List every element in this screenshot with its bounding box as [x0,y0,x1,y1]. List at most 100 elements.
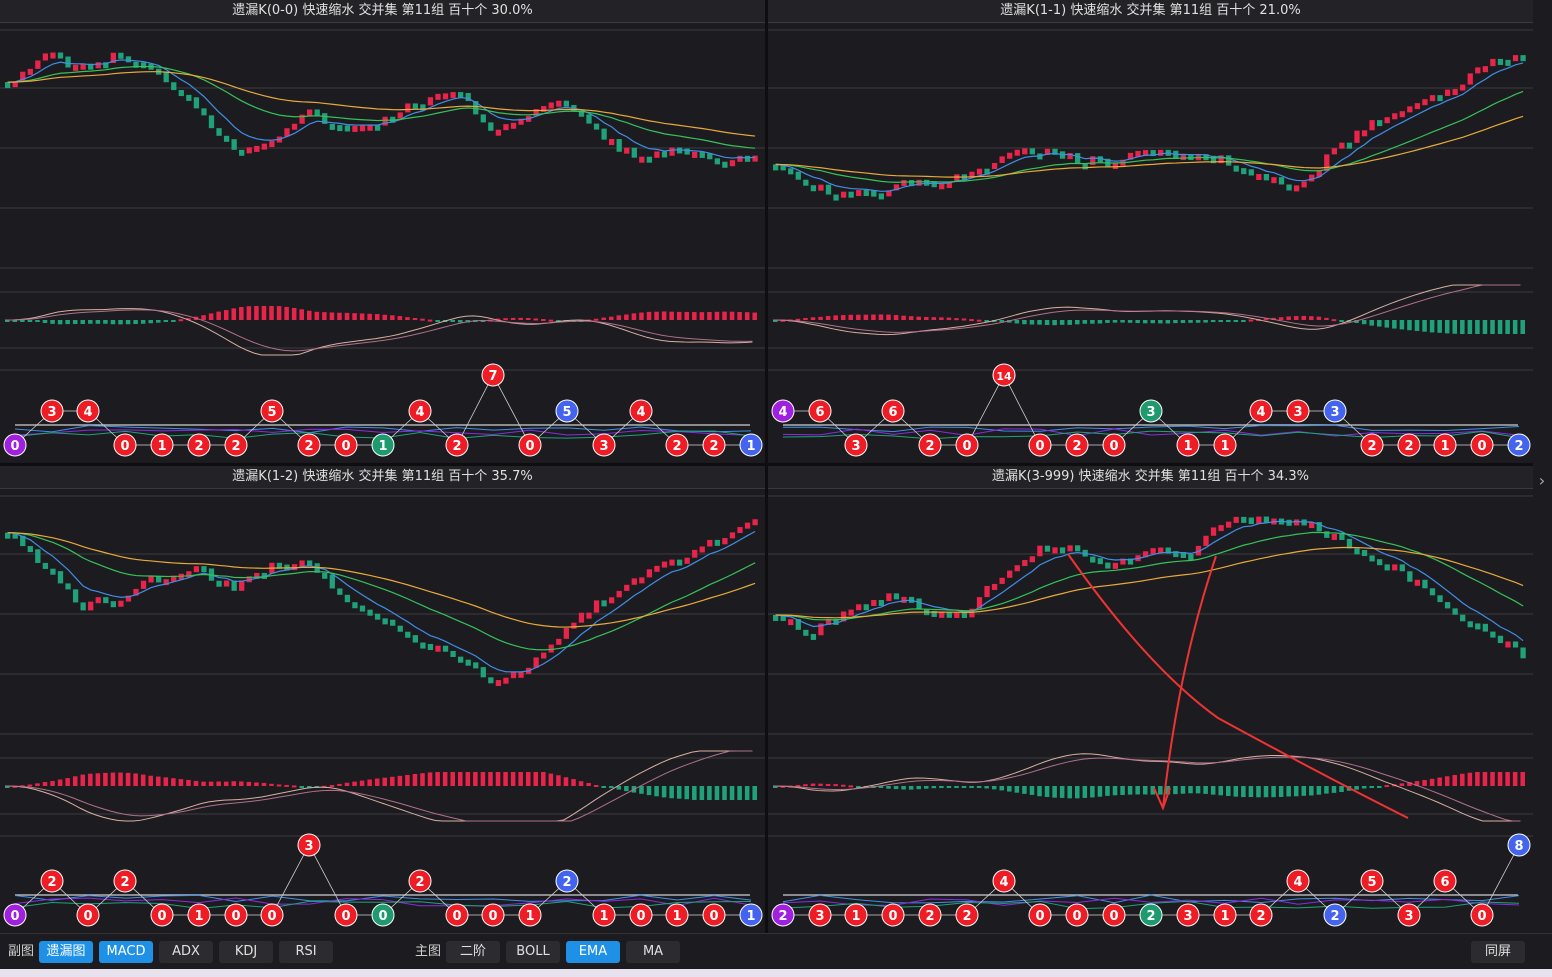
svg-text:5: 5 [1367,875,1376,890]
svg-text:3: 3 [304,839,313,854]
omission-badge: 3 [1286,399,1310,423]
omission-badge: 1 [1433,433,1457,457]
omission-badge: 4 [992,869,1016,893]
omission-badge: 3 [844,433,868,457]
omission-badge: 1 [187,903,211,927]
omission-badge: 1 [665,903,689,927]
omission-badge: 2 [1397,433,1421,457]
main-btn-second-order[interactable]: 二阶 [446,941,500,963]
svg-text:4: 4 [636,405,645,420]
omission-badge: 2 [1360,433,1384,457]
red-annotation-strokes [1067,553,1409,819]
omission-badge: 0 [1470,433,1494,457]
omission-badge: 2 [702,433,726,457]
svg-text:2: 2 [47,875,56,890]
sub-btn-omission[interactable]: 遗漏图 [39,941,93,963]
panel-chart: 0 3 4 0 1 2 2 5 2 0 1 4 2 7 0 5 3 4 2 2 1 [0,29,765,457]
svg-text:0: 0 [709,909,718,924]
svg-text:2: 2 [194,439,203,454]
svg-text:7: 7 [488,369,497,384]
svg-text:0: 0 [1072,909,1081,924]
omission-badge: 2 [665,433,689,457]
svg-text:6: 6 [815,405,824,420]
main-btn-ema[interactable]: EMA [566,941,620,963]
svg-text:4: 4 [1256,405,1265,420]
svg-text:2: 2 [304,439,313,454]
omission-badge: 3 [1139,399,1163,423]
omission-badge: 1 [1213,903,1237,927]
svg-text:0: 0 [962,439,971,454]
fullscreen-button[interactable]: 同屏 [1471,941,1525,963]
omission-badge: 4 [1286,869,1310,893]
panel-title: 遗漏K(3-999) 快速缩水 交并集 第11组 百十个 34.3% [768,466,1533,489]
svg-text:0: 0 [1109,909,1118,924]
omission-badge: 0 [334,903,358,927]
svg-text:3: 3 [1293,405,1302,420]
svg-text:2: 2 [1072,439,1081,454]
omission-badge: 0 [1065,903,1089,927]
svg-text:1: 1 [194,909,203,924]
omission-badge: 1 [1176,433,1200,457]
omission-badge: 0 [1470,903,1494,927]
omission-badge: 14 [992,363,1016,387]
svg-text:2: 2 [1367,439,1376,454]
svg-text:1: 1 [1220,909,1229,924]
svg-text:0: 0 [341,439,350,454]
omission-badge: 0 [260,903,284,927]
svg-text:0: 0 [1477,909,1486,924]
chart-panel-0[interactable]: 遗漏K(0-0) 快速缩水 交并集 第11组 百十个 30.0% 0 3 4 0 1 2 2… [0,0,765,463]
sub-btn-rsi[interactable]: RSI [279,941,333,963]
svg-text:2: 2 [120,875,129,890]
svg-text:8: 8 [1514,839,1523,854]
svg-text:2: 2 [962,909,971,924]
bottom-toolbar: 副图 遗漏图 MACD ADX KDJ RSI 主图 二阶 BOLL EMA M… [0,933,1552,970]
omission-badge: 1 [150,433,174,457]
chart-panel-1[interactable]: 遗漏K(1-1) 快速缩水 交并集 第11组 百十个 21.0% 4 6 3 6 2 0 1… [768,0,1533,463]
svg-text:1: 1 [672,909,681,924]
svg-text:0: 0 [1477,439,1486,454]
panel-title: 遗漏K(1-1) 快速缩水 交并集 第11组 百十个 21.0% [768,0,1533,23]
omission-badge: 2 [555,869,579,893]
omission-badge: 8 [1507,833,1531,857]
svg-text:2: 2 [415,875,424,890]
svg-text:0: 0 [267,909,276,924]
svg-text:4: 4 [1293,875,1302,890]
omission-badge: 1 [371,433,395,457]
omission-badge: 1 [518,903,542,927]
omission-badge: 5 [1360,869,1384,893]
omission-badge: 4 [1249,399,1273,423]
sub-btn-kdj[interactable]: KDJ [219,941,273,963]
sub-btn-adx[interactable]: ADX [159,941,213,963]
chevron-right-icon[interactable]: › [1538,471,1546,490]
svg-text:14: 14 [996,370,1012,383]
svg-text:4: 4 [83,405,92,420]
panel-title: 遗漏K(0-0) 快速缩水 交并集 第11组 百十个 30.0% [0,0,765,23]
omission-badge: 0 [224,903,248,927]
omission-badge: 6 [808,399,832,423]
sub-btn-macd[interactable]: MACD [99,941,153,963]
svg-text:1: 1 [525,909,534,924]
omission-badge: 2 [955,903,979,927]
svg-text:6: 6 [1440,875,1449,890]
svg-text:2: 2 [452,439,461,454]
main-btn-ma[interactable]: MA [626,941,680,963]
omission-badge: 0 [955,433,979,457]
svg-text:1: 1 [1220,439,1229,454]
svg-text:0: 0 [378,909,387,924]
main-btn-boll[interactable]: BOLL [506,941,560,963]
omission-badge: 1 [1213,433,1237,457]
omission-badge: 0 [76,903,100,927]
svg-text:2: 2 [1256,909,1265,924]
omission-badge: 0 [334,433,358,457]
omission-badge: 4 [76,399,100,423]
svg-text:2: 2 [709,439,718,454]
svg-text:0: 0 [341,909,350,924]
omission-badge: 5 [260,399,284,423]
omission-badge: 0 [1028,903,1052,927]
omission-badge: 2 [918,903,942,927]
svg-text:0: 0 [452,909,461,924]
omission-badge: 2 [408,869,432,893]
